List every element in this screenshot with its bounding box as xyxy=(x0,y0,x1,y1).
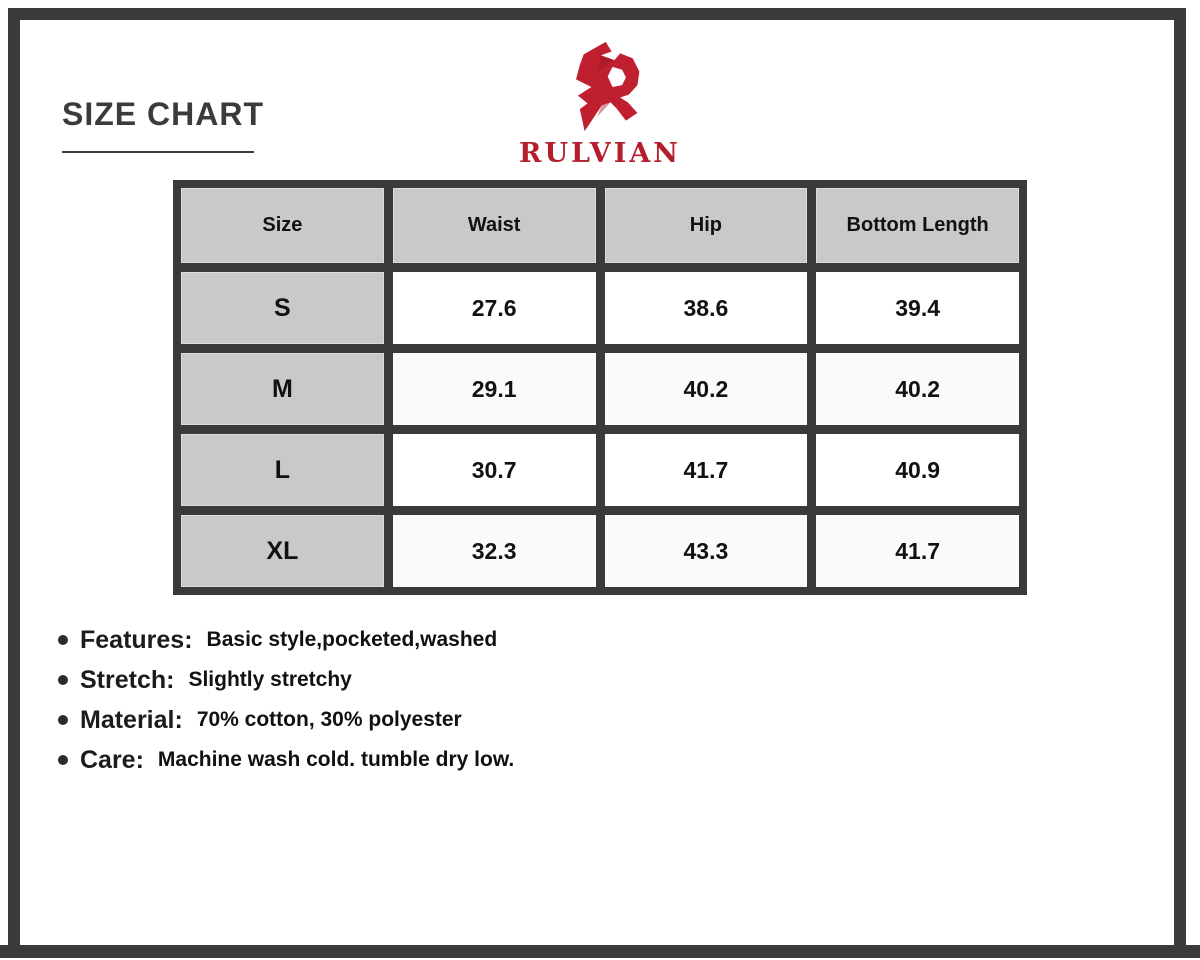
size-table: Size Waist Hip Bottom Length S 27.6 38.6… xyxy=(173,180,1027,595)
detail-label: Stretch: xyxy=(80,665,175,694)
table-row-l-waist: 30.7 xyxy=(392,434,596,506)
page-border-bottom xyxy=(0,945,1200,958)
table-row-m-hip: 40.2 xyxy=(604,353,808,425)
table-row-s-bottom-length: 39.4 xyxy=(816,272,1019,344)
table-header-bottom-length: Bottom Length xyxy=(816,188,1019,263)
table-header-size: Size xyxy=(181,188,384,263)
table-row-l-hip: 41.7 xyxy=(604,434,808,506)
bullet-dot-icon xyxy=(58,755,68,765)
detail-value: 70% cotton, 30% polyester xyxy=(196,708,462,731)
brand-logo: RULVIAN xyxy=(519,36,681,169)
brand-name: RULVIAN xyxy=(519,138,681,169)
table-row-m-waist: 29.1 xyxy=(392,353,596,425)
product-details-list: Features: Basic style,pocketed,washed St… xyxy=(58,620,514,780)
table-header-waist: Waist xyxy=(392,188,596,263)
bullet-dot-icon xyxy=(58,715,68,725)
table-row-xl-size: XL xyxy=(181,515,384,587)
table-row-l-bottom-length: 40.9 xyxy=(816,434,1019,506)
bullet-dot-icon xyxy=(58,635,68,645)
table-row-l-size: L xyxy=(181,434,384,506)
table-row-s-size: S xyxy=(181,272,384,344)
table-row-xl-waist: 32.3 xyxy=(392,515,596,587)
detail-label: Features: xyxy=(80,625,193,654)
page-border-frame xyxy=(8,8,1186,945)
table-row-xl-bottom-length: 41.7 xyxy=(816,515,1019,587)
title-underline xyxy=(62,151,254,153)
table-row-s-hip: 38.6 xyxy=(604,272,808,344)
detail-value: Slightly stretchy xyxy=(188,668,352,691)
detail-value: Machine wash cold. tumble dry low. xyxy=(157,748,515,771)
table-row-xl-hip: 43.3 xyxy=(604,515,808,587)
detail-care: Care: Machine wash cold. tumble dry low. xyxy=(58,740,514,780)
detail-stretch: Stretch: Slightly stretchy xyxy=(58,660,514,700)
table-row-s-waist: 27.6 xyxy=(392,272,596,344)
detail-label: Care: xyxy=(80,745,144,774)
table-row-m-bottom-length: 40.2 xyxy=(816,353,1019,425)
detail-value: Basic style,pocketed,washed xyxy=(206,628,498,651)
detail-features: Features: Basic style,pocketed,washed xyxy=(58,620,514,660)
table-header-hip: Hip xyxy=(604,188,808,263)
page-title: SIZE CHART xyxy=(62,96,264,132)
table-row-m-size: M xyxy=(181,353,384,425)
detail-label: Material: xyxy=(80,705,183,734)
detail-material: Material: 70% cotton, 30% polyester xyxy=(58,700,514,740)
bullet-dot-icon xyxy=(58,675,68,685)
brand-logo-mark-icon xyxy=(575,41,640,132)
